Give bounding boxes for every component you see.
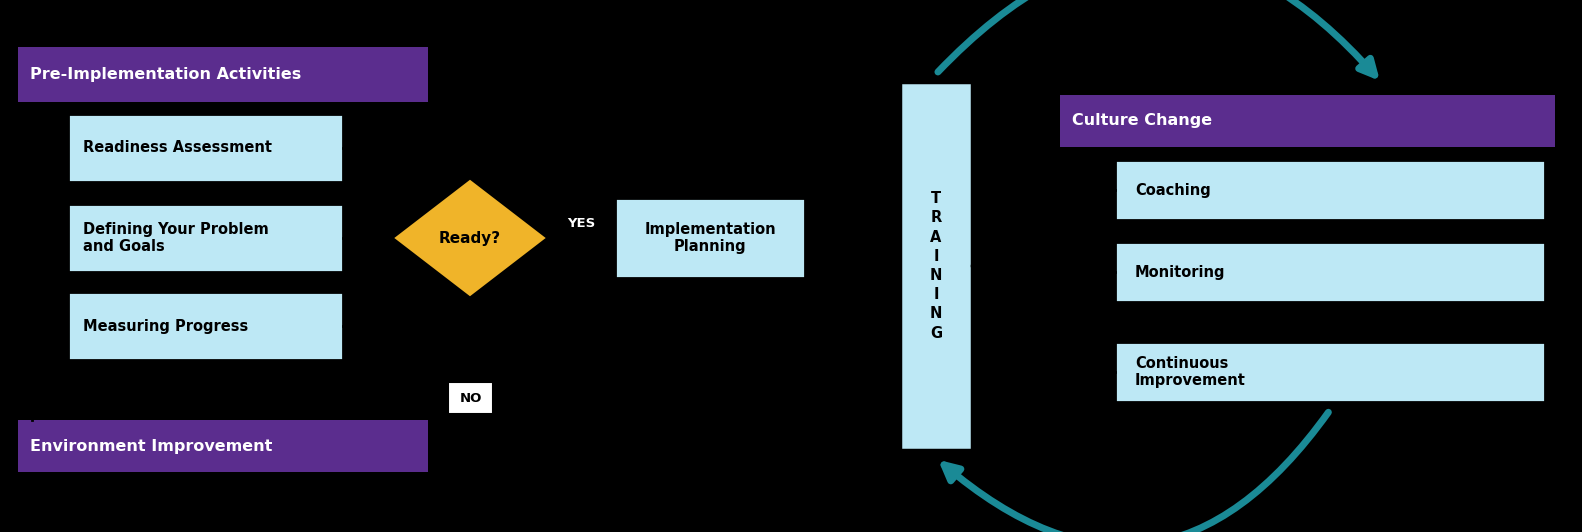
Text: Monitoring: Monitoring	[1134, 264, 1226, 279]
Text: Readiness Assessment: Readiness Assessment	[82, 140, 272, 155]
FancyBboxPatch shape	[1115, 242, 1546, 302]
Text: Environment Improvement: Environment Improvement	[30, 438, 272, 453]
FancyBboxPatch shape	[1115, 342, 1546, 402]
FancyArrowPatch shape	[938, 0, 1375, 75]
FancyBboxPatch shape	[68, 114, 343, 182]
Text: Defining Your Problem
and Goals: Defining Your Problem and Goals	[82, 222, 269, 254]
Polygon shape	[392, 178, 547, 298]
Text: Pre-Implementation Activities: Pre-Implementation Activities	[30, 67, 301, 82]
FancyBboxPatch shape	[1115, 160, 1546, 220]
Text: Coaching: Coaching	[1134, 182, 1210, 197]
Text: Ready?: Ready?	[438, 230, 501, 245]
FancyBboxPatch shape	[17, 47, 429, 102]
FancyBboxPatch shape	[615, 198, 805, 278]
Text: Continuous
Improvement: Continuous Improvement	[1134, 356, 1247, 388]
FancyBboxPatch shape	[900, 82, 971, 450]
FancyBboxPatch shape	[448, 382, 494, 414]
Text: T
R
A
I
N
I
N
G: T R A I N I N G	[930, 192, 943, 340]
FancyBboxPatch shape	[68, 204, 343, 272]
FancyBboxPatch shape	[17, 420, 429, 472]
Text: Culture Change: Culture Change	[1073, 113, 1212, 129]
FancyArrowPatch shape	[944, 412, 1329, 532]
Text: NO: NO	[459, 392, 481, 404]
Text: Measuring Progress: Measuring Progress	[82, 319, 248, 334]
FancyBboxPatch shape	[1060, 95, 1555, 147]
Text: Implementation
Planning: Implementation Planning	[644, 222, 775, 254]
Text: YES: YES	[568, 217, 596, 230]
FancyBboxPatch shape	[68, 292, 343, 360]
